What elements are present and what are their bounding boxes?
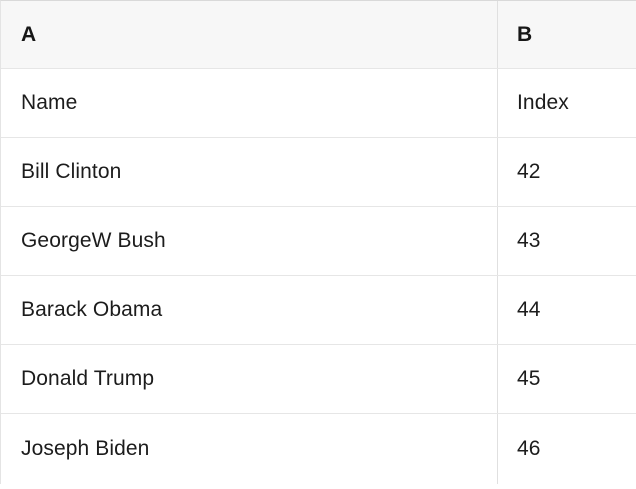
cell-name[interactable]: Bill Clinton — [1, 138, 498, 206]
cell-name[interactable]: Joseph Biden — [1, 414, 498, 484]
cell-index[interactable]: 46 — [517, 437, 541, 460]
table-row: Bill Clinton 42 — [1, 138, 636, 207]
column-header-row: A B — [1, 1, 636, 69]
cell-name[interactable]: GeorgeW Bush — [1, 207, 498, 275]
cell-name[interactable]: Donald Trump — [1, 345, 498, 413]
cell-name[interactable]: Name — [1, 69, 498, 137]
column-header-b[interactable]: B — [517, 22, 533, 46]
cell-index[interactable]: 44 — [517, 298, 541, 321]
table-row: Name Index — [1, 69, 636, 138]
cell-index[interactable]: 42 — [517, 160, 541, 183]
cell-index[interactable]: 45 — [517, 367, 541, 390]
table-row: GeorgeW Bush 43 — [1, 207, 636, 276]
column-header-a[interactable]: A — [1, 1, 498, 68]
cell-index[interactable]: 43 — [517, 229, 541, 252]
cell-name[interactable]: Barack Obama — [1, 276, 498, 344]
table-row: Barack Obama 44 — [1, 276, 636, 345]
cell-index[interactable]: Index — [517, 91, 569, 114]
table-row: Donald Trump 45 — [1, 345, 636, 414]
table-row: Joseph Biden 46 — [1, 414, 636, 484]
